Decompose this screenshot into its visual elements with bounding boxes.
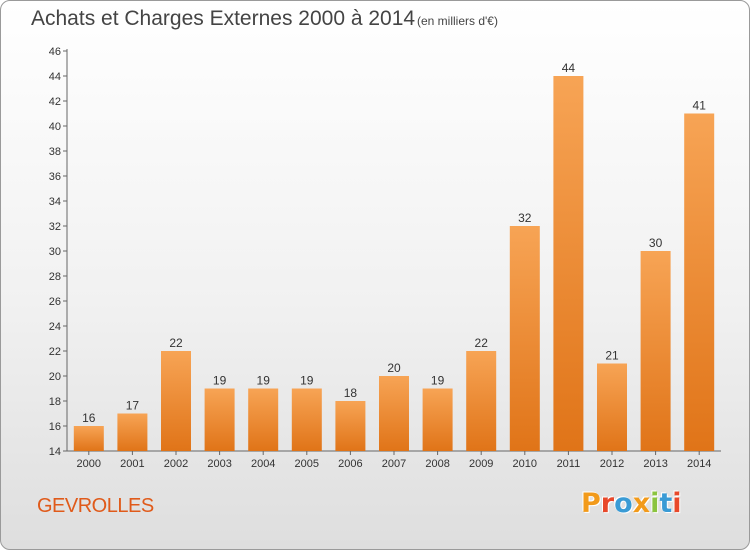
data-label: 18 <box>344 386 358 400</box>
bar-2001 <box>117 413 148 451</box>
data-label: 17 <box>126 399 140 413</box>
x-tick-label: 2010 <box>513 458 537 470</box>
logo-letter: r <box>600 488 615 519</box>
data-label: 41 <box>693 99 707 113</box>
data-label: 44 <box>562 61 576 75</box>
bar-2010 <box>509 226 540 451</box>
bar-2009 <box>466 351 497 451</box>
x-tick-label: 2013 <box>643 458 667 470</box>
logo-letter: x <box>632 488 651 519</box>
y-tick-label: 18 <box>49 396 61 408</box>
data-label: 19 <box>257 374 271 388</box>
bar-2013 <box>640 251 671 451</box>
y-tick-label: 36 <box>49 171 61 183</box>
bar-2006 <box>335 401 366 451</box>
y-tick-label: 22 <box>49 346 61 358</box>
data-label: 16 <box>82 411 96 425</box>
commune-name: GEVROLLES <box>37 495 154 517</box>
bar-2003 <box>204 388 235 451</box>
y-tick-label: 38 <box>49 146 61 158</box>
x-tick-label: 2014 <box>687 458 711 470</box>
y-tick-label: 20 <box>49 371 61 383</box>
data-label: 21 <box>605 349 619 363</box>
bar-2002 <box>161 351 191 451</box>
data-label: 22 <box>475 336 489 350</box>
data-label: 19 <box>300 374 314 388</box>
proxiti-logo: Proxiti <box>581 488 682 519</box>
bar-2008 <box>422 388 453 451</box>
y-tick-label: 34 <box>49 196 61 208</box>
y-tick-label: 14 <box>49 446 61 458</box>
bar-2004 <box>248 388 279 451</box>
x-tick-label: 2000 <box>77 458 101 470</box>
chart-subtitle: (en milliers d'€) <box>417 14 498 28</box>
y-tick-label: 42 <box>49 96 61 108</box>
y-tick-label: 44 <box>49 71 61 83</box>
x-tick-label: 2007 <box>382 458 406 470</box>
x-tick-label: 2001 <box>120 458 144 470</box>
data-label: 32 <box>518 211 532 225</box>
x-tick-label: 2011 <box>557 458 581 470</box>
y-tick-label: 26 <box>49 296 61 308</box>
x-tick-label: 2003 <box>207 458 231 470</box>
x-tick-label: 2008 <box>425 458 449 470</box>
logo-letter: t <box>659 488 673 519</box>
data-label: 30 <box>649 236 663 250</box>
y-tick-label: 24 <box>49 321 61 333</box>
x-tick-label: 2009 <box>469 458 493 470</box>
logo-letter: i <box>672 488 682 519</box>
chart-title: Achats et Charges Externes 2000 à 2014 <box>31 7 416 30</box>
data-label: 20 <box>387 361 401 375</box>
x-tick-label: 2006 <box>338 458 362 470</box>
y-tick-label: 28 <box>49 271 61 283</box>
logo-letter: o <box>614 488 633 519</box>
y-tick-label: 40 <box>49 121 61 133</box>
data-label: 19 <box>213 374 227 388</box>
bar-2007 <box>379 376 409 451</box>
x-tick-label: 2005 <box>295 458 319 470</box>
y-tick-label: 16 <box>49 421 61 433</box>
bar-2014 <box>684 113 715 451</box>
data-label: 19 <box>431 374 445 388</box>
x-tick-label: 2004 <box>251 458 275 470</box>
bar-2000 <box>73 426 104 451</box>
x-tick-label: 2012 <box>600 458 624 470</box>
y-tick-label: 46 <box>49 46 61 58</box>
logo-letter: P <box>581 488 601 519</box>
logo-letter: i <box>650 488 660 519</box>
bar-2011 <box>553 76 584 451</box>
y-tick-label: 30 <box>49 246 61 258</box>
data-label: 22 <box>169 336 183 350</box>
y-tick-label: 32 <box>49 221 61 233</box>
bar-2005 <box>291 388 322 451</box>
x-tick-label: 2002 <box>164 458 188 470</box>
bar-2012 <box>597 363 627 451</box>
